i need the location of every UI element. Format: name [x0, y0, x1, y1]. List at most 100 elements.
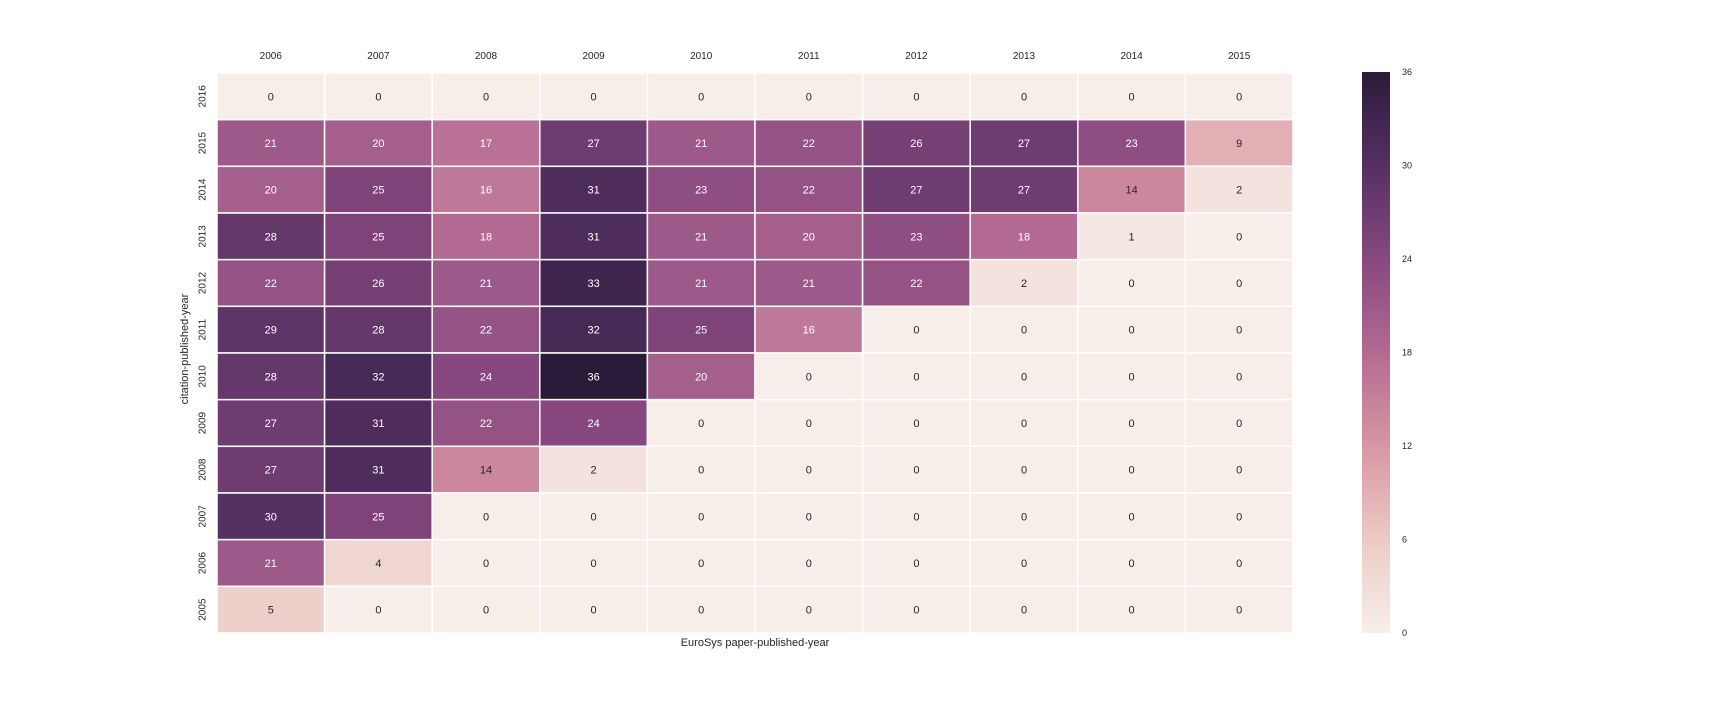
cell-value-label: 18	[1018, 231, 1030, 243]
x-tick-label: 2015	[1228, 51, 1251, 62]
cell-value-label: 22	[803, 185, 815, 197]
cell-value-label: 21	[265, 138, 277, 150]
cell-value-label: 0	[1236, 511, 1242, 523]
heatmap-cell	[646, 398, 756, 448]
heatmap-cell	[1077, 585, 1187, 634]
cell-value-label: 0	[1129, 605, 1135, 617]
cell-value-label: 0	[913, 418, 919, 430]
y-tick-labels: 2016 2015 2014 2013 2012 2011 2010 2009 2008 2007…	[198, 85, 209, 621]
heatmap-cell	[1077, 352, 1187, 401]
heatmap-cell	[216, 305, 326, 354]
heatmap-cell	[1184, 72, 1294, 121]
x-tick-label: 2014	[1120, 51, 1143, 62]
cell-value-label: 0	[1021, 418, 1027, 430]
y-tick-label: 2005	[198, 598, 209, 621]
heatmap-cell	[431, 538, 541, 588]
cell-value-label: 0	[698, 465, 704, 477]
colorbar-tick-label: 6	[1402, 535, 1407, 545]
heatmap-cell	[1077, 258, 1187, 308]
cell-value-label: 21	[695, 231, 707, 243]
y-axis-label: citation-published-year	[179, 293, 191, 404]
heatmap-cell	[969, 585, 1079, 634]
heatmap-cell	[646, 445, 756, 494]
heatmap-cell	[1184, 212, 1294, 261]
y-tick-label: 2011	[198, 318, 209, 340]
heatmap-cell	[431, 258, 541, 308]
cell-value-label: 21	[265, 558, 277, 570]
y-tick-label: 2009	[198, 411, 209, 434]
y-tick-label: 2008	[198, 458, 209, 481]
cell-value-label: 9	[1236, 138, 1242, 150]
heatmap-cell	[1184, 165, 1294, 214]
cell-value-label: 22	[480, 325, 492, 337]
cell-value-label: 0	[1129, 558, 1135, 570]
cell-value-label: 21	[480, 278, 492, 290]
heatmap-cell	[539, 352, 649, 401]
cell-value-label: 21	[695, 278, 707, 290]
y-tick-label: 2016	[198, 85, 209, 108]
cell-value-label: 2	[1021, 278, 1027, 290]
cell-value-label: 18	[480, 231, 492, 243]
y-tick-label: 2013	[198, 225, 209, 248]
cell-value-label: 0	[268, 91, 274, 103]
cell-value-label: 4	[375, 558, 381, 570]
heatmap-cell	[431, 165, 541, 214]
cell-value-label: 0	[1129, 418, 1135, 430]
cell-value-label: 30	[265, 511, 277, 523]
cell-value-label: 0	[1021, 371, 1027, 383]
cell-value-label: 0	[1129, 91, 1135, 103]
cell-value-label: 0	[1129, 511, 1135, 523]
x-tick-label: 2006	[260, 51, 283, 62]
heatmap-cell	[861, 352, 971, 401]
heatmap-cell	[969, 72, 1079, 121]
cell-value-label: 16	[803, 325, 815, 337]
cell-value-label: 14	[1125, 185, 1137, 197]
cell-value-label: 2	[591, 465, 597, 477]
heatmap-cell	[1184, 585, 1294, 634]
heatmap-cell	[323, 398, 433, 448]
heatmap-cell	[323, 165, 433, 214]
cell-value-label: 0	[1236, 605, 1242, 617]
colorbar-tick-label: 0	[1402, 628, 1407, 638]
cell-value-label: 0	[591, 91, 597, 103]
heatmap-cell	[646, 258, 756, 308]
cell-value-label: 0	[591, 511, 597, 523]
heatmap-cell	[646, 538, 756, 588]
cell-value-label: 0	[806, 371, 812, 383]
cell-value-label: 0	[913, 371, 919, 383]
x-tick-label: 2008	[475, 51, 498, 62]
y-tick-label: 2015	[198, 131, 209, 154]
colorbar-tick-label: 36	[1402, 67, 1412, 77]
heatmap-cell	[754, 118, 864, 168]
cell-value-label: 32	[372, 371, 384, 383]
cell-value-label: 0	[1236, 418, 1242, 430]
heatmap-cell	[861, 398, 971, 448]
cell-value-label: 0	[1021, 465, 1027, 477]
y-tick-label: 2006	[198, 551, 209, 574]
x-tick-label: 2013	[1013, 51, 1036, 62]
cell-value-label: 0	[375, 91, 381, 103]
cell-value-label: 0	[1021, 605, 1027, 617]
cell-value-label: 29	[265, 325, 277, 337]
heatmap-cell	[323, 538, 433, 588]
cell-value-label: 24	[587, 418, 599, 430]
cell-value-label: 0	[1129, 325, 1135, 337]
heatmap-cell	[539, 398, 649, 448]
heatmap-cell	[323, 258, 433, 308]
cell-value-label: 0	[698, 605, 704, 617]
heatmap-cell	[216, 165, 326, 214]
cell-value-label: 0	[1129, 278, 1135, 290]
cell-value-label: 27	[1018, 138, 1030, 150]
cell-value-label: 27	[910, 185, 922, 197]
heatmap-cell	[969, 445, 1079, 494]
cell-value-label: 24	[480, 371, 492, 383]
x-axis-label: EuroSys paper-published-year	[681, 637, 830, 649]
cell-value-label: 0	[806, 511, 812, 523]
cell-value-label: 0	[913, 91, 919, 103]
heatmap-cell	[216, 492, 326, 541]
cell-value-label: 36	[587, 371, 599, 383]
heatmap-cell	[539, 305, 649, 354]
heatmap-cell	[216, 212, 326, 261]
cell-value-label: 23	[1125, 138, 1137, 150]
heatmap-cell	[216, 585, 326, 634]
